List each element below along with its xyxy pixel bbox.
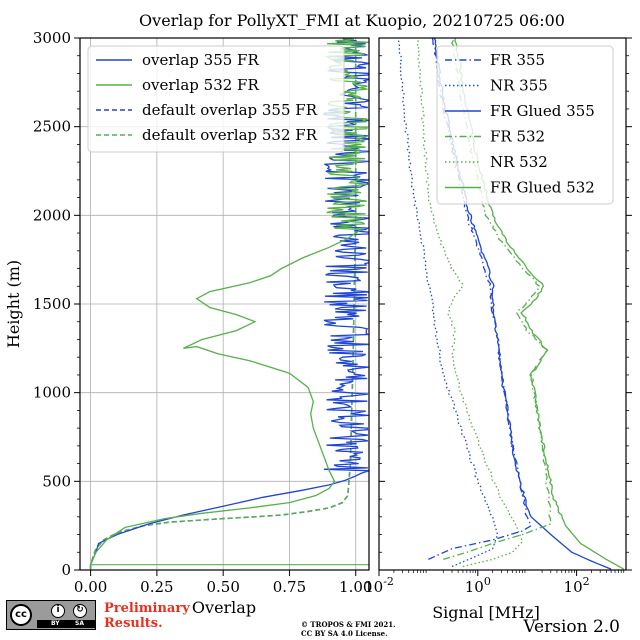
signal-legend: FR 355 NR 355 FR Glued 355 FR 532 NR 532 FR G…: [436, 45, 614, 205]
cc-badge-bar: BY SA: [37, 620, 95, 628]
x-tick-label: 1.00: [339, 578, 372, 596]
legend-entry: default overlap 532 FR: [142, 126, 318, 144]
x-tick-label: 102: [564, 575, 590, 596]
x-tick-label: 0.25: [140, 578, 173, 596]
creative-commons-icon: cc: [10, 604, 32, 626]
cc-license-badge: cc i ↻ BY SA: [6, 600, 96, 630]
legend-entry: overlap 532 FR: [142, 76, 259, 94]
signal-x-axis-label: Signal [MHz]: [432, 603, 540, 622]
legend-entry: FR 532: [490, 128, 545, 146]
preliminary-line2: Results.: [104, 616, 163, 631]
legend-entry: overlap 355 FR: [142, 51, 259, 69]
x-tick-label: 0.75: [273, 578, 306, 596]
signal-ticks: 10-2 100 102: [364, 37, 632, 596]
y-tick-label: 1000: [33, 384, 71, 402]
legend-entry: FR Glued 355: [490, 102, 595, 120]
y-tick-label: 2000: [33, 206, 71, 224]
copyright-line2: CC BY SA 4.0 License.: [301, 629, 388, 638]
copyright-note: © TROPOS & FMI 2021. CC BY SA 4.0 Licens…: [301, 620, 396, 638]
attribution-icon: i: [51, 604, 65, 618]
legend-entry: default overlap 355 FR: [142, 101, 318, 119]
chart-title: Overlap for PollyXT_FMI at Kuopio, 20210…: [139, 11, 565, 30]
share-alike-icon: ↻: [73, 604, 87, 618]
overlap-ticks: 0.00 0.25 0.50 0.75 1.00 0 500 1000 1500 2000 2500…: [33, 29, 373, 596]
version-label: Version 2.0: [523, 617, 620, 637]
x-tick-label: 10-2: [364, 575, 394, 596]
preliminary-line1: Preliminary: [104, 601, 190, 616]
signal-panel: 10-2 100 102 FR 355 NR 355 FR Glued 355 FR 53…: [364, 37, 632, 622]
copyright-line1: © TROPOS & FMI 2021.: [301, 620, 396, 629]
series-line-nr-532: [415, 38, 524, 568]
legend-entry: NR 532: [490, 153, 548, 171]
overlap-panel: 0.00 0.25 0.50 0.75 1.00 0 500 1000 1500 2000 2500…: [4, 29, 372, 617]
y-tick-label: 500: [42, 472, 71, 490]
y-tick-label: 2500: [33, 118, 71, 136]
y-tick-label: 1500: [33, 295, 71, 313]
legend-entry: FR Glued 532: [490, 179, 595, 197]
x-tick-label: 0.00: [74, 578, 107, 596]
x-tick-label: 100: [465, 575, 491, 596]
legend-entry: FR 355: [490, 51, 545, 69]
series-line-nr-355: [397, 38, 499, 568]
signal-legend-box: [436, 45, 614, 205]
y-tick-label: 3000: [33, 29, 71, 47]
overlap-x-axis-label: Overlap: [192, 598, 256, 617]
overlap-legend: overlap 355 FR overlap 532 FR default over…: [87, 45, 345, 153]
x-tick-label: 0.50: [206, 578, 239, 596]
overlap-legend-box: [87, 45, 345, 153]
legend-entry: NR 355: [490, 77, 548, 95]
height-y-axis-label: Height (m): [4, 260, 23, 348]
series-line-default-overlap-532-fr: [89, 38, 357, 570]
y-tick-label: 0: [61, 561, 71, 579]
preliminary-note: Preliminary Results.: [104, 601, 190, 631]
